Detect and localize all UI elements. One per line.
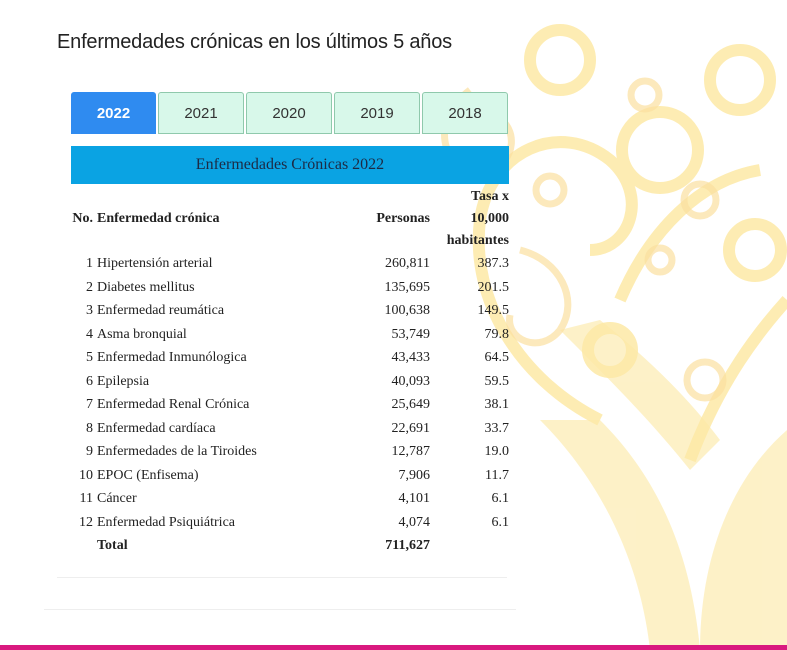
table-row: 10 EPOC (Enfisema) 7,906 11.7 [59, 464, 511, 488]
col-header-disease: Enfermedad crónica [97, 211, 220, 226]
table-caption: Enfermedades Crónicas 2022 [71, 146, 509, 184]
cell-rate: 387.3 [477, 256, 510, 271]
cell-no: 6 [86, 373, 93, 389]
table-row: 7 Enfermedad Renal Crónica 25,649 38.1 [59, 393, 511, 417]
table-row: 4 Asma bronquial 53,749 79.8 [59, 323, 511, 347]
cell-disease: Enfermedad reumática [97, 303, 225, 318]
cell-people: 260,811 [385, 256, 430, 271]
col-header-no: No. [72, 211, 93, 226]
cell-no: 5 [86, 350, 93, 365]
cell-rate: 38.1 [484, 397, 510, 412]
table-row: 12 Enfermedad Psiquiátrica 4,074 6.1 [59, 511, 511, 535]
cell-rate: 11.7 [485, 467, 509, 483]
cell-rate: 59.5 [484, 373, 510, 389]
cell-people: 12,787 [391, 444, 431, 459]
cell-disease: Diabetes mellitus [97, 279, 195, 295]
table-header-row: No. Enfermedad crónica Personas Tasa x 1… [59, 186, 511, 252]
tab-2018[interactable]: 2018 [422, 92, 508, 134]
table-row: 11 Cáncer 4,101 6.1 [59, 487, 511, 511]
cell-no: 9 [86, 444, 93, 459]
cell-no: 2 [86, 279, 93, 295]
cell-people: 22,691 [391, 420, 431, 436]
page-title: Enfermedades crónicas en los últimos 5 a… [57, 31, 452, 53]
cell-no: 12 [79, 514, 93, 530]
cell-disease: Cáncer [97, 491, 137, 506]
total-people: 711,627 [385, 538, 430, 553]
cell-people: 43,433 [391, 350, 431, 365]
table-row: 8 Enfermedad cardíaca 22,691 33.7 [59, 417, 511, 441]
col-header-rate: Tasa x 10,000 habitantes [439, 186, 511, 252]
table-row: 3 Enfermedad reumática 100,638 149.5 [59, 299, 511, 323]
cell-people: 100,638 [384, 303, 431, 318]
table-row: 6 Epilepsia 40,093 59.5 [59, 370, 511, 394]
cell-rate: 79.8 [484, 326, 510, 342]
cell-rate: 6.1 [491, 491, 510, 506]
table-row: 2 Diabetes mellitus 135,695 201.5 [59, 276, 511, 300]
rate-header-line2: 10,000 [470, 211, 510, 226]
tab-2020[interactable]: 2020 [246, 92, 332, 134]
table-row: 9 Enfermedades de la Tiroides 12,787 19.0 [59, 440, 511, 464]
table-row: 5 Enfermedad Inmunólogica 43,433 64.5 [59, 346, 511, 370]
cell-no: 11 [79, 491, 93, 506]
cell-rate: 149.5 [477, 303, 510, 318]
cell-people: 7,906 [398, 467, 431, 483]
cell-no-empty [59, 534, 95, 558]
cell-no: 10 [79, 467, 93, 483]
cell-no: 3 [86, 303, 93, 318]
cell-rate: 19.0 [484, 444, 510, 459]
cell-disease: Enfermedad cardíaca [97, 420, 216, 436]
cell-rate: 64.5 [484, 350, 510, 365]
cell-people: 40,093 [391, 373, 431, 389]
cell-people: 4,101 [398, 491, 431, 506]
cell-no: 8 [86, 420, 93, 436]
cell-rate: 33.7 [484, 420, 510, 436]
rate-header-line3: habitantes [446, 233, 509, 248]
cell-disease: Epilepsia [97, 373, 150, 389]
cell-disease: Enfermedad Inmunólogica [97, 350, 247, 365]
col-header-people: Personas [376, 211, 430, 226]
cell-rate: 6.1 [491, 514, 510, 530]
diseases-table: No. Enfermedad crónica Personas Tasa x 1… [59, 186, 511, 558]
table-total-row: Total 711,627 [59, 534, 511, 558]
cell-rate: 201.5 [477, 279, 510, 295]
tab-2022[interactable]: 2022 [71, 92, 156, 134]
table-row: 1 Hipertensión arterial 260,811 387.3 [59, 252, 511, 276]
cell-no: 1 [86, 256, 93, 271]
cell-rate-empty [439, 534, 511, 558]
cell-no: 7 [86, 397, 93, 412]
divider [44, 609, 516, 610]
cell-disease: Enfermedad Renal Crónica [97, 397, 250, 412]
tab-2021[interactable]: 2021 [158, 92, 244, 134]
cell-disease: EPOC (Enfisema) [97, 467, 199, 483]
cell-people: 53,749 [391, 326, 431, 342]
cell-disease: Enfermedad Psiquiátrica [97, 514, 236, 530]
cell-people: 4,074 [398, 514, 431, 530]
divider [57, 577, 507, 578]
cell-disease: Asma bronquial [97, 326, 187, 342]
total-label: Total [97, 538, 128, 553]
cell-people: 25,649 [391, 397, 431, 412]
cell-no: 4 [86, 326, 93, 342]
cell-disease: Enfermedades de la Tiroides [97, 444, 257, 459]
cell-disease: Hipertensión arterial [97, 256, 213, 271]
cell-people: 135,695 [384, 279, 431, 295]
rate-header-line1: Tasa x [470, 189, 509, 204]
tab-2019[interactable]: 2019 [334, 92, 420, 134]
footer-bar [0, 645, 787, 650]
